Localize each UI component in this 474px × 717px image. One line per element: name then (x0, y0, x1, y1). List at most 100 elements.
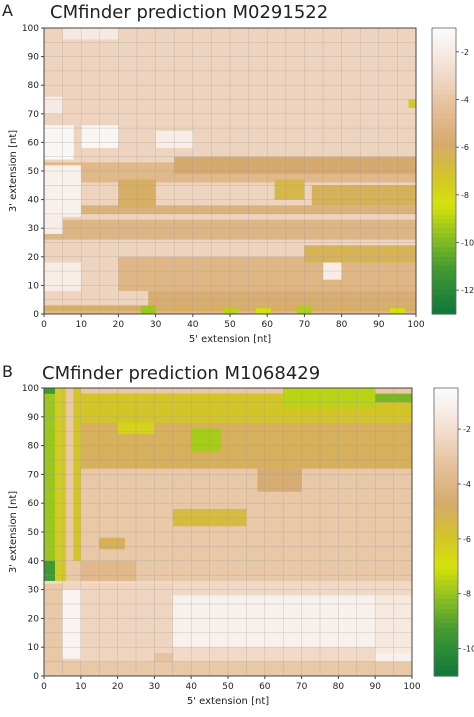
colorbar-swatch (434, 397, 458, 403)
colorbar-tick-label: -6 (461, 143, 469, 152)
colorbar-frame (433, 387, 459, 677)
panel-a-colorbar: -2 -4 -6 -8 -10 -12 (431, 27, 474, 315)
colorbar-swatch (432, 85, 456, 91)
heatmap-cell-region (172, 595, 376, 648)
panel-a-x-axis-title: 5' extension [nt] (189, 334, 271, 345)
colorbar-swatch (434, 632, 458, 639)
y-tick-label: 30 (28, 224, 40, 234)
colorbar-tick-label: -10 (463, 645, 474, 654)
x-tick-label: 100 (407, 320, 424, 330)
y-tick-label: 100 (22, 384, 39, 394)
colorbar-swatch (434, 388, 458, 394)
colorbar-swatch (432, 70, 456, 77)
colorbar-swatch (434, 450, 458, 456)
colorbar-swatch (432, 37, 456, 43)
y-tick-label: 20 (28, 614, 40, 624)
colorbar-swatch (434, 556, 458, 562)
heatmap-cell-region (44, 96, 63, 114)
colorbar-swatch (434, 407, 458, 413)
colorbar-swatch (434, 460, 458, 466)
colorbar-swatch (434, 608, 458, 615)
colorbar-swatch (434, 666, 458, 672)
heatmap-cell-region (174, 156, 416, 174)
colorbar-swatch (434, 455, 458, 461)
heatmap-cell-region (80, 560, 136, 581)
colorbar-swatch (434, 628, 458, 634)
colorbar-swatch (434, 604, 458, 610)
y-tick-label: 70 (28, 110, 40, 120)
colorbar-swatch (434, 575, 458, 581)
colorbar-swatch (432, 123, 456, 129)
colorbar-swatch (432, 285, 456, 291)
colorbar-swatch (434, 570, 458, 576)
colorbar-swatch (432, 151, 456, 158)
colorbar-swatch (434, 546, 458, 552)
y-tick-label: 60 (28, 138, 40, 148)
colorbar-swatch (434, 589, 458, 595)
colorbar-swatch (434, 637, 458, 643)
y-tick-label: 10 (28, 281, 40, 291)
panel-a-letter: A (2, 1, 13, 20)
y-tick-label: 10 (28, 643, 40, 653)
x-tick-label: 70 (299, 320, 311, 330)
heatmap-cell-region (62, 28, 119, 40)
colorbar-swatch (432, 56, 456, 62)
heatmap-cell-region (408, 99, 416, 109)
panel-b-ticks: 0 10 20 30 40 50 60 70 80 90 100 0 10 20 30 40 50 60 70 80 9… (22, 384, 421, 692)
colorbar-swatch (432, 294, 456, 301)
y-tick-label: 80 (28, 442, 40, 452)
colorbar-swatch (434, 445, 458, 451)
colorbar-tick-label: -10 (461, 239, 474, 248)
heatmap-cell-region (154, 652, 173, 662)
colorbar-swatch (432, 75, 456, 82)
y-tick-label: 40 (28, 196, 40, 206)
panel-b: B CMfinder prediction M1068429 0 10 20 30 40… (2, 362, 474, 707)
heatmap-cell-region (140, 305, 156, 314)
panel-a: A CMfinder prediction M0291522 0 10 20 30 40… (2, 1, 474, 345)
colorbar-swatch (432, 156, 456, 163)
colorbar-swatch (434, 565, 458, 571)
x-tick-label: 30 (150, 320, 162, 330)
colorbar-swatch (432, 199, 456, 205)
colorbar-tick-label: -8 (463, 590, 471, 599)
y-tick-label: 100 (22, 24, 39, 34)
panel-a-y-axis-title: 3' extension [nt] (8, 130, 19, 212)
colorbar-swatch (432, 209, 456, 215)
x-tick-label: 50 (222, 682, 234, 692)
colorbar-tick-label: -2 (461, 48, 469, 57)
colorbar-swatch (432, 228, 456, 234)
heatmap-cell-region (311, 185, 416, 206)
colorbar-swatch (434, 464, 458, 471)
heatmap-cell-region (62, 589, 81, 659)
colorbar-swatch (432, 89, 456, 96)
colorbar-swatch (432, 161, 456, 167)
colorbar-swatch (434, 536, 458, 543)
colorbar-swatch (432, 142, 456, 148)
colorbar-swatch (432, 204, 456, 210)
x-tick-label: 50 (224, 320, 236, 330)
heatmap-cell-region (55, 388, 67, 581)
colorbar-swatch (432, 194, 456, 201)
x-tick-label: 10 (75, 320, 87, 330)
colorbar-swatch (434, 522, 458, 528)
colorbar-frame (431, 27, 457, 315)
colorbar-swatch (432, 175, 456, 182)
panel-a-ticks: 0 10 20 30 40 50 60 70 80 90 100 0 10 20 30 40 50 60 70 80 9… (22, 24, 425, 330)
colorbar-swatch (432, 299, 456, 306)
colorbar-swatch (432, 166, 456, 172)
colorbar-swatch (432, 61, 456, 67)
y-tick-label: 20 (28, 253, 40, 263)
colorbar-swatch (432, 237, 456, 244)
colorbar-swatch (432, 171, 456, 177)
colorbar-swatch (432, 32, 456, 39)
colorbar-swatch (434, 412, 458, 418)
x-tick-label: 20 (113, 320, 125, 330)
x-tick-label: 0 (41, 682, 47, 692)
heatmap-cell-region (274, 179, 305, 200)
colorbar-tick-label: -2 (463, 425, 471, 434)
colorbar-swatch (434, 642, 458, 648)
colorbar-swatch (432, 266, 456, 272)
x-tick-label: 60 (259, 682, 271, 692)
colorbar-swatch (434, 527, 458, 533)
x-tick-label: 40 (187, 320, 199, 330)
